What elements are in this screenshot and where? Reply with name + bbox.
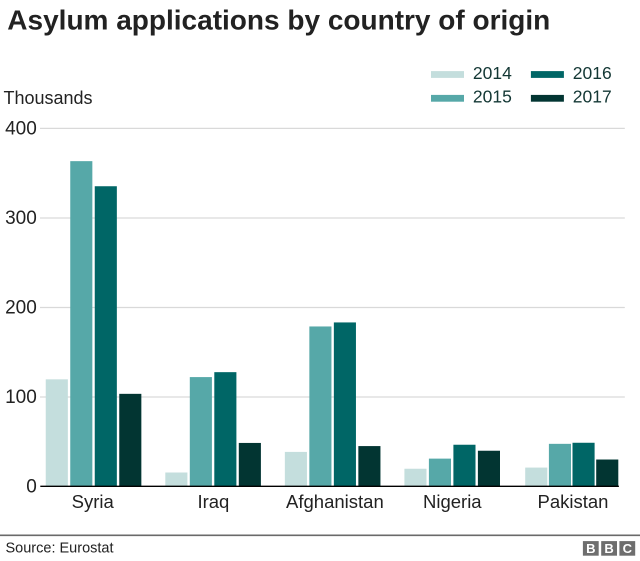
- svg-text:Thousands: Thousands: [4, 88, 93, 108]
- svg-text:B: B: [586, 541, 595, 556]
- svg-text:C: C: [623, 541, 633, 556]
- svg-text:Pakistan: Pakistan: [538, 491, 609, 512]
- svg-text:300: 300: [5, 208, 37, 229]
- svg-text:Asylum applications by country: Asylum applications by country of origin: [7, 5, 550, 36]
- svg-text:Iraq: Iraq: [197, 491, 229, 512]
- svg-text:Nigeria: Nigeria: [423, 491, 482, 512]
- svg-text:0: 0: [26, 477, 37, 498]
- svg-text:Afghanistan: Afghanistan: [286, 491, 384, 512]
- svg-text:100: 100: [5, 387, 37, 408]
- svg-text:2014: 2014: [473, 63, 512, 83]
- svg-text:Source: Eurostat: Source: Eurostat: [6, 541, 114, 557]
- svg-text:200: 200: [5, 298, 37, 319]
- svg-text:2017: 2017: [573, 87, 612, 107]
- svg-text:400: 400: [5, 118, 37, 139]
- svg-text:2016: 2016: [573, 63, 612, 83]
- svg-text:2015: 2015: [473, 87, 512, 107]
- svg-text:Syria: Syria: [72, 491, 115, 512]
- svg-text:B: B: [604, 541, 613, 556]
